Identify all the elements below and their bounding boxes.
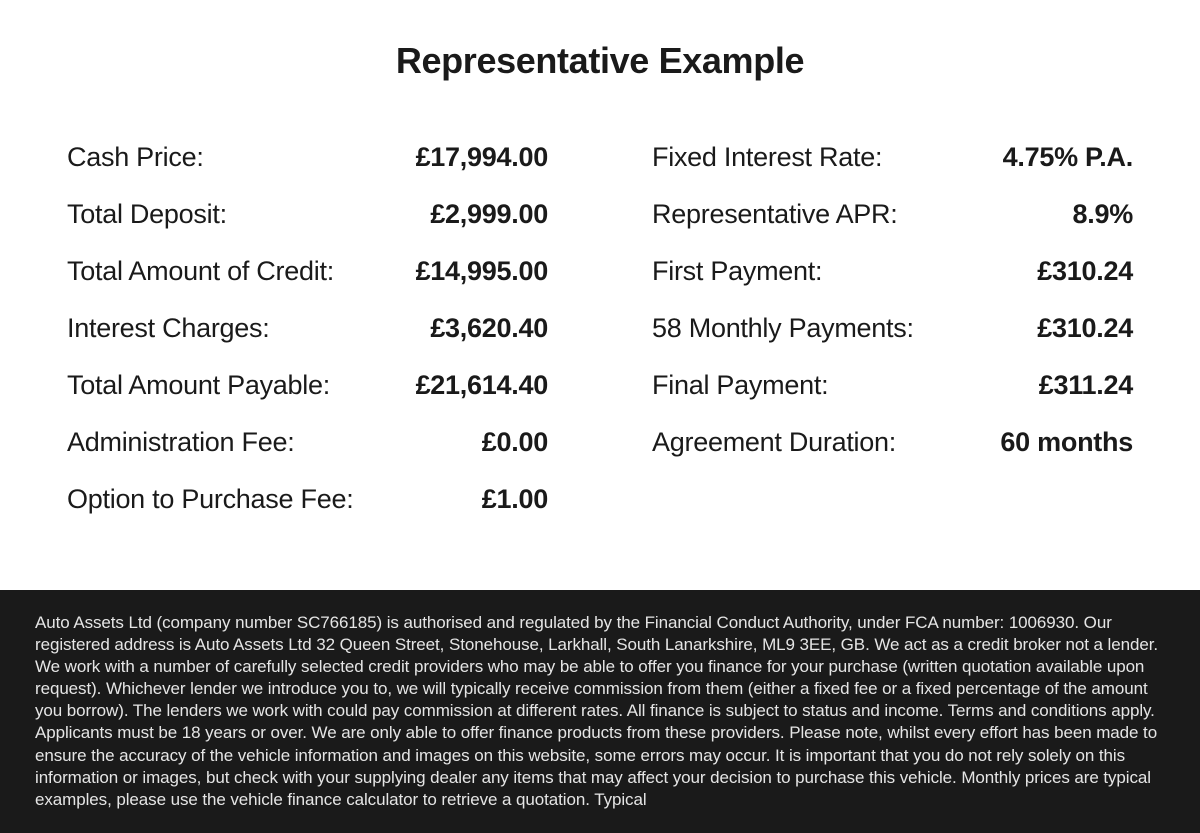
row-label: Total Deposit:	[67, 199, 227, 230]
row-value: £1.00	[482, 484, 548, 515]
table-row: Total Amount Payable: £21,614.40	[67, 370, 548, 401]
footer-text: Auto Assets Ltd (company number SC766185…	[35, 612, 1165, 811]
table-row: Total Deposit: £2,999.00	[67, 199, 548, 230]
row-value: £310.24	[1037, 256, 1133, 287]
row-label: Total Amount of Credit:	[67, 256, 334, 287]
row-value: 60 months	[1000, 427, 1133, 458]
row-value: £14,995.00	[416, 256, 548, 287]
row-label: Representative APR:	[652, 199, 898, 230]
table-row: Total Amount of Credit: £14,995.00	[67, 256, 548, 287]
row-label: Cash Price:	[67, 142, 204, 173]
row-label: Administration Fee:	[67, 427, 294, 458]
table-row: Administration Fee: £0.00	[67, 427, 548, 458]
table-row: Agreement Duration: 60 months	[652, 427, 1133, 458]
table-row: Fixed Interest Rate: 4.75% P.A.	[652, 142, 1133, 173]
table-row: Final Payment: £311.24	[652, 370, 1133, 401]
page-title: Representative Example	[67, 40, 1133, 82]
table-row: Option to Purchase Fee: £1.00	[67, 484, 548, 515]
left-column: Cash Price: £17,994.00 Total Deposit: £2…	[67, 142, 548, 541]
finance-table: Cash Price: £17,994.00 Total Deposit: £2…	[67, 142, 1133, 541]
table-row: 58 Monthly Payments: £310.24	[652, 313, 1133, 344]
row-label: Final Payment:	[652, 370, 828, 401]
row-value: £2,999.00	[430, 199, 548, 230]
table-row: First Payment: £310.24	[652, 256, 1133, 287]
row-value: 4.75% P.A.	[1003, 142, 1133, 173]
right-column: Fixed Interest Rate: 4.75% P.A. Represen…	[652, 142, 1133, 541]
row-label: Option to Purchase Fee:	[67, 484, 353, 515]
row-value: £3,620.40	[430, 313, 548, 344]
row-label: Fixed Interest Rate:	[652, 142, 882, 173]
row-value: £311.24	[1039, 370, 1133, 401]
row-label: Interest Charges:	[67, 313, 270, 344]
row-value: 8.9%	[1073, 199, 1133, 230]
table-row: Cash Price: £17,994.00	[67, 142, 548, 173]
legal-footer: Auto Assets Ltd (company number SC766185…	[0, 590, 1200, 833]
row-value: £17,994.00	[416, 142, 548, 173]
row-value: £0.00	[482, 427, 548, 458]
row-label: First Payment:	[652, 256, 822, 287]
row-label: 58 Monthly Payments:	[652, 313, 914, 344]
table-row: Representative APR: 8.9%	[652, 199, 1133, 230]
table-row: Interest Charges: £3,620.40	[67, 313, 548, 344]
row-label: Total Amount Payable:	[67, 370, 330, 401]
row-value: £21,614.40	[416, 370, 548, 401]
row-value: £310.24	[1037, 313, 1133, 344]
row-label: Agreement Duration:	[652, 427, 896, 458]
